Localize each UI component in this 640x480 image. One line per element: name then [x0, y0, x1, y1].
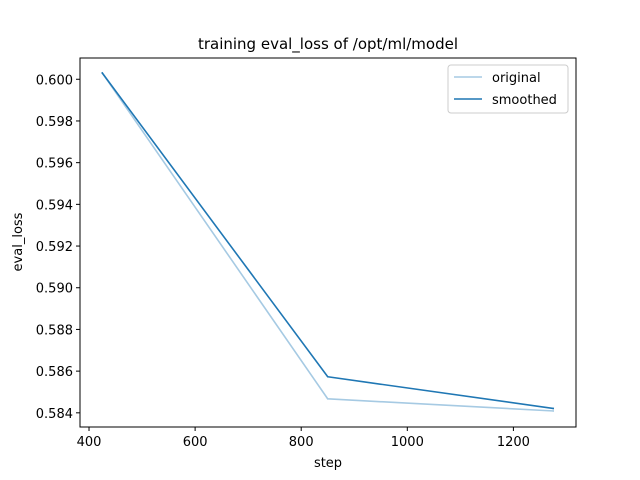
- y-tick-label-7: 0.598: [36, 115, 73, 130]
- y-tick-label-8: 0.600: [36, 73, 73, 88]
- x-tick-label-0: 400: [77, 435, 102, 450]
- series-line-original: [101, 71, 555, 412]
- x-axis: 400 600 800 1000 1200: [77, 427, 530, 450]
- legend-label-smoothed: smoothed: [492, 93, 557, 108]
- y-axis-label: eval_loss: [11, 212, 26, 271]
- x-tick-label-4: 1200: [497, 435, 530, 450]
- y-tick-label-0: 0.584: [36, 407, 73, 422]
- y-tick-label-6: 0.596: [36, 157, 73, 172]
- x-tick-label-1: 600: [183, 435, 208, 450]
- x-tick-label-2: 800: [289, 435, 314, 450]
- y-tick-label-1: 0.586: [36, 365, 73, 380]
- y-tick-label-3: 0.590: [36, 282, 73, 297]
- data-point-smoothed-2: [552, 407, 554, 410]
- series-line-smoothed: [101, 71, 555, 410]
- x-tick-label-3: 1000: [391, 435, 424, 450]
- y-tick-label-5: 0.594: [36, 198, 73, 213]
- series-layer: [101, 71, 555, 412]
- data-point-original-2: [552, 410, 554, 412]
- legend-label-original: original: [492, 71, 541, 86]
- x-axis-label: step: [314, 456, 342, 471]
- data-point-smoothed-0: [101, 72, 104, 74]
- chart-title: training eval_loss of /opt/ml/model: [198, 35, 458, 54]
- plot-frame: [79, 57, 577, 428]
- y-tick-label-2: 0.588: [36, 323, 73, 338]
- data-point-smoothed-1: [326, 375, 329, 378]
- legend: original smoothed: [447, 64, 569, 114]
- data-point-original-1: [326, 398, 329, 400]
- y-axis: 0.584 0.586 0.588 0.590 0.592 0.594 0.596 0.598…: [36, 73, 80, 422]
- y-tick-label-4: 0.592: [36, 240, 73, 255]
